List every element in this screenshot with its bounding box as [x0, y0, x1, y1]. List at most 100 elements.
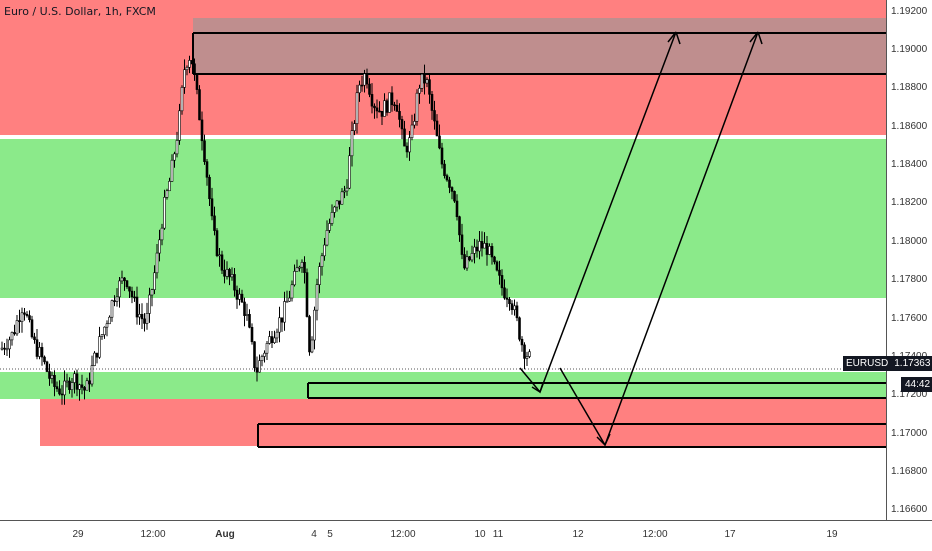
candle-down	[490, 246, 494, 258]
candle-down	[280, 317, 284, 323]
candle-up	[383, 100, 386, 117]
candle-up	[103, 326, 106, 336]
candle-up	[263, 352, 266, 357]
candle-down	[60, 393, 64, 396]
candle-up	[268, 336, 271, 344]
candle-down	[28, 315, 31, 321]
candle-down	[18, 320, 21, 322]
price-axis[interactable]: 1.166001.168001.170001.172001.174001.176…	[843, 0, 932, 520]
candle-up	[218, 254, 221, 257]
candle-up	[310, 339, 314, 353]
price-tick-label: 1.17600	[891, 312, 928, 324]
candle-down	[475, 246, 479, 252]
candle-down	[233, 274, 236, 291]
candle-down	[228, 269, 231, 278]
candle-down	[448, 179, 451, 188]
price-tick-label: 1.17000	[891, 427, 928, 439]
candle-up	[470, 253, 474, 261]
candle-up	[70, 382, 74, 390]
price-tick-label: 1.18200	[891, 197, 928, 209]
candle-up	[185, 66, 189, 71]
candle-down	[338, 200, 341, 205]
candle-down	[395, 104, 399, 112]
candle-up	[323, 244, 326, 257]
candle-up	[513, 305, 516, 311]
candle-up	[188, 60, 191, 68]
candle-down	[255, 367, 259, 373]
candle-up	[363, 73, 366, 86]
candle-down	[220, 254, 224, 271]
candle-down	[30, 319, 34, 338]
candle-down	[443, 163, 446, 176]
candle-down	[428, 79, 431, 95]
candle-down	[190, 60, 194, 65]
candle-down	[458, 216, 461, 236]
candle-down	[95, 352, 99, 358]
candle-down	[130, 290, 134, 298]
candle-up	[73, 373, 76, 383]
candle-up	[150, 289, 154, 296]
candle-up	[145, 313, 149, 324]
candle-down	[480, 241, 484, 249]
candle-up	[118, 280, 121, 298]
annotation-lines-layer	[0, 32, 886, 448]
chart-area[interactable]: Euro / U.S. Dollar, 1h, FXCM	[0, 0, 886, 520]
candle-up	[260, 356, 264, 361]
candle-down	[213, 215, 216, 231]
candle-down	[308, 316, 311, 353]
candle-up	[413, 121, 416, 126]
candle-down	[493, 256, 496, 263]
candle-down	[195, 74, 199, 90]
candle-down	[423, 73, 426, 84]
candle-up	[355, 92, 359, 124]
zones-layer	[0, 0, 886, 446]
candle-up	[168, 181, 171, 192]
supply-zone-lower-right	[262, 399, 886, 446]
demand-zone-wide	[0, 139, 886, 298]
candle-up	[165, 190, 169, 198]
candle-down	[303, 261, 306, 273]
candle-up	[160, 227, 164, 241]
candle-up	[353, 123, 356, 131]
candle-up	[415, 92, 419, 122]
candle-down	[48, 371, 51, 379]
time-axis[interactable]: 29 12:00 Aug 4 5 12:00 10 11 12 12:00 17 19	[0, 520, 932, 551]
candle-up	[115, 296, 119, 302]
time-tick-label: 11	[492, 529, 504, 540]
candle-up	[410, 124, 414, 138]
candle-down	[83, 387, 86, 391]
candle-up	[273, 337, 276, 343]
price-chart[interactable]	[0, 0, 886, 520]
candle-down	[240, 293, 244, 303]
candle-down	[200, 119, 204, 142]
candle-down	[378, 110, 381, 113]
candle-down	[455, 200, 459, 217]
candle-up	[525, 356, 529, 359]
candle-down	[463, 254, 466, 269]
candle-up	[288, 297, 291, 302]
candle-up	[290, 284, 294, 299]
candle-down	[193, 63, 196, 75]
candle-down	[210, 198, 214, 217]
arrowhead-pullback	[531, 382, 544, 393]
countdown-badge: 44:42	[901, 377, 932, 392]
candle-up	[488, 246, 491, 255]
candle-up	[153, 272, 156, 290]
candle-up	[293, 271, 296, 286]
candle-down	[25, 313, 29, 316]
candle-up	[170, 159, 174, 182]
candle-down	[75, 373, 79, 390]
candle-up	[0, 347, 4, 350]
price-tick-label: 1.18800	[891, 82, 928, 94]
candle-up	[158, 239, 161, 254]
arrowhead-bearish	[749, 31, 763, 45]
candle-up	[315, 284, 319, 311]
candle-down	[68, 380, 71, 390]
candle-down	[23, 312, 26, 315]
last-price-badge-text: 1.17363	[894, 358, 931, 369]
candle-down	[430, 94, 434, 111]
candle-down	[208, 176, 211, 200]
candle-up	[173, 153, 176, 161]
candle-down	[433, 110, 436, 122]
candle-down	[53, 375, 56, 387]
